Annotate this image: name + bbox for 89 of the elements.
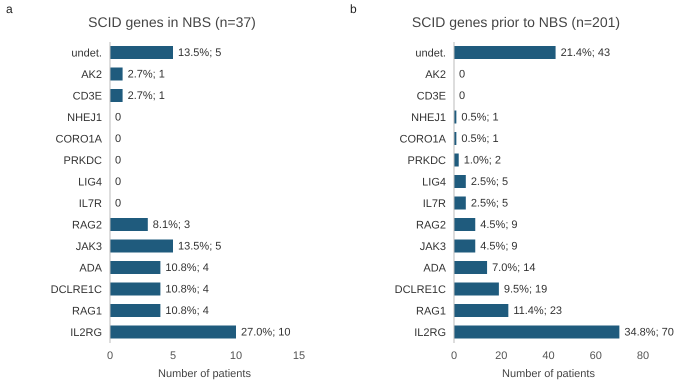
data-label: 11.4%; 23	[513, 304, 562, 317]
y-tick-label: RAG1	[416, 306, 446, 318]
chart-title: SCID genes prior to NBS (n=201)	[412, 14, 620, 30]
bar	[454, 196, 466, 210]
data-label: 10.8%; 4	[165, 304, 209, 317]
bar	[110, 304, 160, 317]
data-label: 9.5%; 19	[504, 283, 548, 296]
bar	[110, 326, 236, 338]
data-label: 4.5%; 9	[480, 240, 518, 252]
x-tick-label: 15	[292, 350, 306, 362]
bar	[110, 240, 173, 252]
data-label: 0.5%; 1	[461, 111, 499, 124]
text: b	[350, 2, 357, 16]
text: a	[6, 2, 13, 16]
data-label: 0.5%; 1	[461, 132, 499, 145]
y-tick-label: DCLRE1C	[394, 284, 446, 296]
data-label: 21.4%; 43	[560, 46, 610, 59]
y-tick-label: ADA	[423, 262, 447, 275]
data-label: 1.0%; 2	[464, 154, 502, 166]
y-tick-label: RAG1	[72, 306, 102, 318]
x-tick-label: 20	[495, 350, 508, 362]
x-tick-label: 10	[230, 350, 242, 362]
y-tick-label: RAG2	[416, 220, 446, 232]
x-tick-label: 60	[590, 350, 602, 362]
data-label: 2.7%; 1	[128, 68, 165, 80]
data-label: 27.0%; 10	[241, 326, 291, 338]
y-tick-label: ADA	[79, 262, 103, 275]
x-tick-label: 5	[170, 350, 176, 362]
y-tick-label: undet.	[71, 48, 102, 60]
data-label: 10.8%; 4	[165, 283, 209, 296]
x-tick-label: 0	[106, 350, 114, 362]
y-tick-label: AK2	[81, 69, 102, 82]
y-tick-label: IL7R	[422, 198, 446, 210]
data-label: 2.5%; 5	[470, 197, 508, 210]
data-label: 0	[115, 197, 122, 210]
y-tick-label: LIG4	[78, 176, 102, 189]
x-tick-label: 0	[450, 350, 458, 362]
bar	[110, 218, 148, 231]
data-label: 4.5%; 9	[480, 218, 518, 231]
x-tick-label: 80	[636, 350, 650, 362]
data-label: 0	[459, 90, 466, 102]
data-label: 0	[115, 111, 122, 124]
x-tick-label: 40	[542, 350, 555, 362]
bar	[454, 240, 476, 252]
y-tick-label: RAG2	[72, 220, 102, 232]
y-tick-label: CORO1A	[56, 134, 103, 146]
data-label: 2.5%; 5	[470, 176, 508, 188]
y-tick-label: CD3E	[72, 90, 102, 103]
x-axis-title: Number of patients	[158, 368, 252, 380]
data-label: 0	[115, 132, 122, 145]
y-tick-label: undet.	[415, 48, 446, 60]
data-label: 7.0%; 14	[492, 262, 536, 274]
bar	[454, 304, 508, 317]
y-tick-label: IL2RG	[414, 327, 446, 340]
y-tick-label: JAK3	[420, 241, 446, 254]
data-label: 13.5%; 5	[178, 46, 222, 59]
y-tick-label: PRKDC	[63, 155, 102, 168]
y-tick-label: CORO1A	[400, 134, 447, 146]
y-tick-label: JAK3	[76, 241, 102, 254]
y-tick-label: NHEJ1	[411, 112, 446, 124]
bar	[110, 282, 160, 296]
data-label: 8.1%; 3	[152, 218, 190, 231]
bar	[110, 46, 173, 59]
data-label: 13.5%; 5	[178, 240, 222, 252]
bar	[454, 282, 499, 296]
data-label: 0	[459, 68, 466, 80]
data-label: 0	[115, 176, 122, 188]
y-tick-label: DCLRE1C	[50, 284, 102, 296]
y-tick-label: IL7R	[78, 198, 102, 210]
bar	[110, 261, 160, 274]
y-tick-label: CD3E	[416, 90, 446, 103]
y-tick-label: IL2RG	[70, 327, 102, 340]
chart-title: SCID genes in NBS (n=37)	[88, 14, 256, 30]
data-label: 2.7%; 1	[128, 90, 165, 102]
data-label: 10.8%; 4	[165, 262, 209, 274]
bar	[454, 175, 466, 188]
y-tick-label: AK2	[425, 69, 446, 82]
bar	[110, 89, 123, 102]
data-label: 34.8%; 70	[624, 326, 674, 338]
bar	[454, 46, 556, 59]
x-axis-title: Number of patients	[502, 368, 596, 380]
data-label: 0	[115, 154, 122, 166]
y-tick-label: LIG4	[422, 176, 446, 189]
bar	[110, 68, 123, 80]
bar	[454, 261, 488, 274]
y-tick-label: NHEJ1	[67, 112, 102, 124]
y-tick-label: PRKDC	[407, 155, 446, 168]
bar	[454, 326, 620, 338]
bar	[454, 218, 476, 231]
